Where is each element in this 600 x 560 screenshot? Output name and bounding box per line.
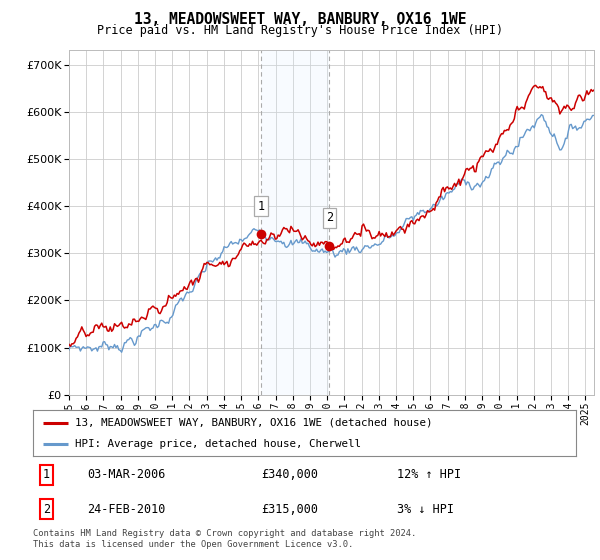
Text: 03-MAR-2006: 03-MAR-2006 — [88, 468, 166, 482]
Text: 3% ↓ HPI: 3% ↓ HPI — [397, 502, 454, 516]
Text: HPI: Average price, detached house, Cherwell: HPI: Average price, detached house, Cher… — [76, 439, 361, 449]
Text: Contains HM Land Registry data © Crown copyright and database right 2024.
This d: Contains HM Land Registry data © Crown c… — [33, 529, 416, 549]
Text: 13, MEADOWSWEET WAY, BANBURY, OX16 1WE (detached house): 13, MEADOWSWEET WAY, BANBURY, OX16 1WE (… — [76, 418, 433, 428]
Text: 1: 1 — [258, 199, 265, 213]
Text: 24-FEB-2010: 24-FEB-2010 — [88, 502, 166, 516]
Text: £315,000: £315,000 — [261, 502, 318, 516]
Text: 2: 2 — [326, 211, 333, 225]
Text: 13, MEADOWSWEET WAY, BANBURY, OX16 1WE: 13, MEADOWSWEET WAY, BANBURY, OX16 1WE — [134, 12, 466, 27]
Text: 1: 1 — [43, 468, 50, 482]
Bar — [261, 50, 329, 395]
Text: Price paid vs. HM Land Registry's House Price Index (HPI): Price paid vs. HM Land Registry's House … — [97, 24, 503, 36]
Text: £340,000: £340,000 — [261, 468, 318, 482]
Text: 2: 2 — [43, 502, 50, 516]
Text: 12% ↑ HPI: 12% ↑ HPI — [397, 468, 461, 482]
